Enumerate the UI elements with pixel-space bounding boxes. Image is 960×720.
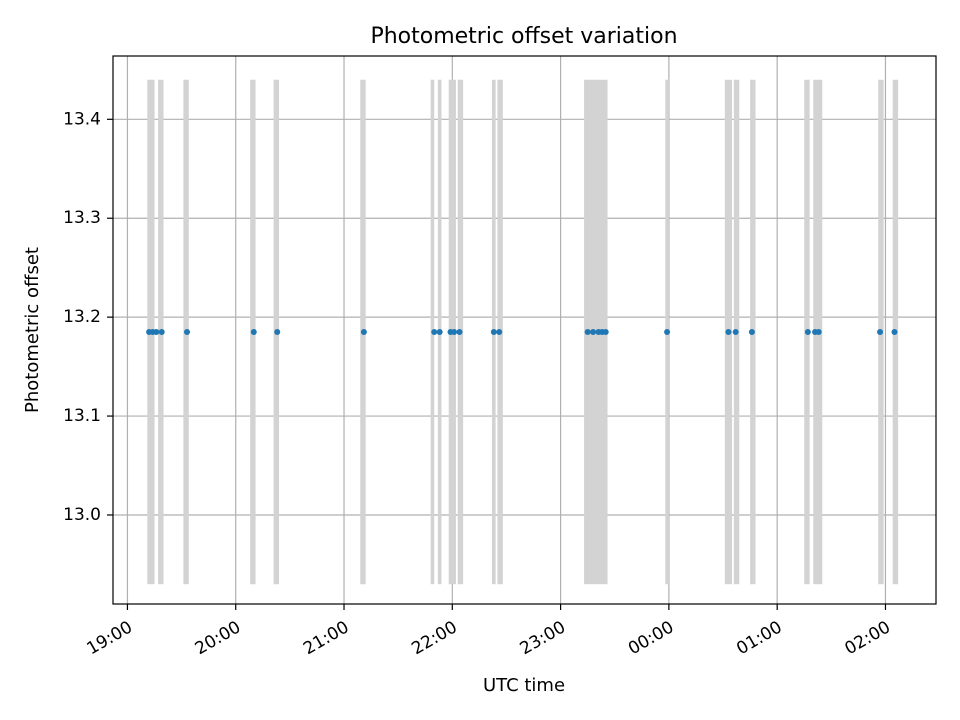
- y-tick-label: 13.3: [63, 208, 101, 228]
- data-point: [158, 328, 165, 335]
- data-point: [360, 328, 367, 335]
- point-layer: [146, 328, 898, 335]
- data-point: [436, 328, 443, 335]
- data-point: [451, 328, 458, 335]
- y-axis: 13.0 13.1 13.2 13.3 13.4: [63, 109, 113, 525]
- data-point: [748, 328, 755, 335]
- y-tick-label: 13.2: [63, 307, 101, 327]
- x-axis-label: UTC time: [483, 675, 565, 696]
- y-tick-label: 13.4: [63, 109, 101, 129]
- data-point: [456, 328, 463, 335]
- data-point: [496, 328, 503, 335]
- data-point: [183, 328, 190, 335]
- data-point: [274, 328, 281, 335]
- data-point: [732, 328, 739, 335]
- data-point: [877, 328, 884, 335]
- data-point: [891, 328, 898, 335]
- data-point: [584, 328, 591, 335]
- data-point: [590, 328, 597, 335]
- data-point: [815, 328, 822, 335]
- data-point: [250, 328, 257, 335]
- data-point: [153, 328, 160, 335]
- y-axis-label: Photometric offset: [22, 247, 43, 413]
- data-point: [725, 328, 732, 335]
- data-point: [664, 328, 671, 335]
- plot-frame: [112, 55, 937, 605]
- data-point: [431, 328, 438, 335]
- chart-title: Photometric offset variation: [370, 24, 677, 49]
- data-point: [804, 328, 811, 335]
- data-point: [490, 328, 497, 335]
- y-tick-label: 13.0: [63, 505, 101, 525]
- y-tick-label: 13.1: [63, 406, 101, 426]
- data-point: [602, 328, 609, 335]
